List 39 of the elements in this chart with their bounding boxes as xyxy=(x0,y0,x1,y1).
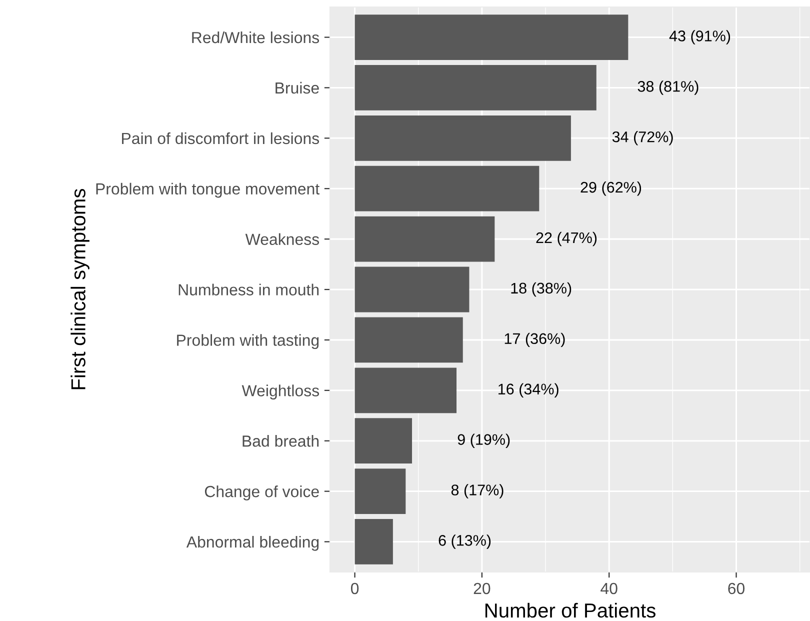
data-label: 38 (81%) xyxy=(638,80,698,95)
y-tick-label: Red/White lesions xyxy=(192,31,320,44)
bar xyxy=(354,115,571,161)
data-label: 22 (47%) xyxy=(536,232,597,246)
data-label: 18 (38%) xyxy=(511,282,572,297)
bar xyxy=(354,216,495,262)
bar xyxy=(354,418,412,464)
data-label: 8 (17%) xyxy=(451,484,504,498)
bar xyxy=(354,65,596,110)
data-label: 17 (36%) xyxy=(504,332,565,348)
y-tick-label: Change of voice xyxy=(204,486,319,500)
y-axis-title: First clinical symptoms xyxy=(70,188,90,390)
x-tick-label: 60 xyxy=(728,582,745,594)
x-tick-label: 40 xyxy=(600,582,618,594)
bar xyxy=(354,368,457,414)
y-tick-label: Numbness in mouth xyxy=(178,284,319,296)
data-label: 6 (13%) xyxy=(438,534,491,549)
bar xyxy=(354,166,540,212)
bar xyxy=(354,14,628,60)
x-axis-title: Number of Patients xyxy=(485,602,656,618)
y-tick-label: Pain of discomfort in lesions xyxy=(122,132,320,144)
bar xyxy=(354,468,406,514)
x-tick-label: 0 xyxy=(350,582,359,594)
y-tick-label: Weightloss xyxy=(242,384,320,400)
y-tick-label: Abnormal bleeding xyxy=(186,536,319,551)
x-tick-label: 20 xyxy=(474,582,490,594)
bar xyxy=(354,266,470,312)
data-label: 29 (62%) xyxy=(580,181,642,196)
y-tick-label: Problem with tasting xyxy=(177,334,319,350)
bar xyxy=(354,519,393,564)
bar xyxy=(354,317,463,363)
y-tick-label: Bad breath xyxy=(242,435,319,447)
data-label: 9 (19%) xyxy=(458,434,510,448)
y-tick-label: Problem with tongue movement xyxy=(96,182,320,198)
data-label: 34 (72%) xyxy=(612,131,673,146)
y-tick-label: Weakness xyxy=(245,233,320,245)
data-label: 43 (91%) xyxy=(669,30,730,44)
y-tick-label: Bruise xyxy=(276,82,319,94)
data-label: 16 (34%) xyxy=(498,383,558,398)
